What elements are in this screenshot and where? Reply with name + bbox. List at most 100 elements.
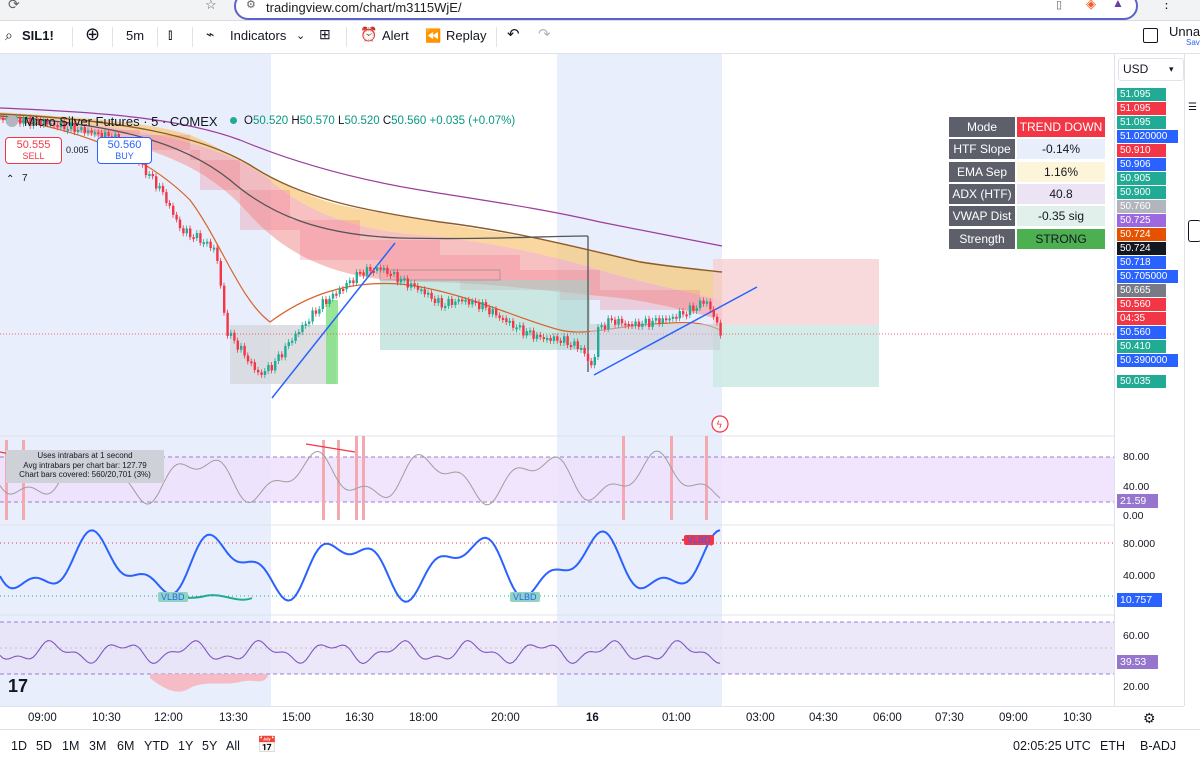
candle-body — [481, 302, 484, 310]
settings-gear-icon[interactable]: ⚙ — [1143, 710, 1156, 726]
menu-icon[interactable]: ⋮ — [1160, 0, 1173, 11]
candle-body — [25, 117, 29, 120]
candle-body — [267, 365, 270, 372]
ind1-tick-0: 0.00 — [1123, 510, 1144, 522]
panel-toggle-icon[interactable] — [1188, 220, 1200, 242]
candle-body — [607, 318, 610, 330]
interval-selector[interactable]: 5m — [126, 28, 145, 43]
event-lightning-icon — [711, 415, 729, 433]
candle-body — [427, 292, 430, 295]
candle-body — [87, 130, 90, 133]
layout-save-icon[interactable] — [1143, 28, 1158, 43]
candle-body — [525, 331, 528, 336]
compare-add-icon[interactable]: ⊕ — [85, 24, 101, 44]
candle-body — [277, 354, 280, 362]
candle-body — [63, 122, 66, 130]
candle-body — [600, 325, 603, 328]
candle-body — [155, 176, 158, 189]
price-scale[interactable]: USD ▾ 51.095 51.095 51.095 51.020000 50.910 5… — [1114, 54, 1185, 706]
clock-time[interactable]: 02:05:25 UTC — [1013, 739, 1091, 753]
buy-button[interactable]: 50.560 BUY — [97, 137, 152, 164]
indicators-button[interactable]: Indicators — [230, 28, 287, 43]
chart-canvas: ϟ — [0, 54, 1114, 706]
candle-body — [331, 293, 335, 299]
site-settings-icon[interactable]: ⚙ — [246, 0, 256, 11]
mode-table-key: EMA Sep — [949, 161, 1015, 182]
replay-button[interactable]: Replay — [446, 28, 487, 43]
alert-button[interactable]: Alert — [382, 28, 409, 43]
ind2-value: 10.757 — [1117, 593, 1162, 607]
session-type[interactable]: ETH — [1100, 739, 1125, 753]
collapse-chevron-icon[interactable]: ⌃ — [6, 174, 15, 185]
candle-body — [216, 247, 219, 261]
range-button-ytd[interactable]: YTD — [144, 739, 169, 753]
candle-body — [161, 185, 165, 193]
symbol-name[interactable]: SIL1! — [22, 28, 54, 43]
candle-body — [423, 289, 426, 295]
candle-body — [93, 132, 97, 135]
legend-h-label: H — [291, 115, 300, 127]
url-text: tradingview.com/chart/m3115WjE/ — [266, 0, 462, 15]
legend-o-label: O — [244, 115, 253, 127]
sell-price: 50.555 — [16, 139, 51, 151]
tradingview-logo-icon[interactable]: 17 — [8, 676, 29, 696]
candle-body — [675, 316, 678, 319]
currency-selector[interactable]: USD ▾ — [1118, 58, 1184, 81]
price-label: 50.390000 — [1117, 354, 1178, 367]
candle-body — [226, 312, 229, 336]
candle-body — [250, 361, 253, 364]
adjustment-mode[interactable]: B-ADJ — [1140, 739, 1177, 753]
layouts-grid-icon[interactable]: ⊞ — [319, 26, 331, 42]
ind1-tick-40: 40.00 — [1123, 481, 1150, 493]
ind3-line — [0, 639, 721, 665]
symbol-search-icon[interactable]: ⌕ — [5, 27, 13, 43]
price-label: 50.900 — [1117, 186, 1166, 199]
mode-table-value: 1.16% — [1017, 161, 1105, 182]
page-info-icon[interactable]: ⟳ — [8, 0, 20, 12]
price-label: 51.095 — [1117, 102, 1166, 115]
candle-body — [70, 123, 73, 130]
candle-body — [420, 289, 423, 292]
range-button-1d[interactable]: 1D — [11, 739, 27, 753]
chevron-down-icon[interactable]: ⌄ — [296, 30, 306, 42]
legend-title[interactable]: Micro Silver Futures · 5 · COMEX — [24, 114, 218, 129]
candle-body — [189, 228, 192, 238]
alert-clock-icon[interactable]: ⏰ — [360, 26, 378, 42]
sell-button[interactable]: 50.555 SELL — [5, 137, 62, 164]
undo-icon[interactable]: ↶ — [507, 26, 520, 43]
range-button-6m[interactable]: 6M — [117, 739, 135, 753]
range-button-all[interactable]: All — [226, 739, 240, 753]
candle-body — [559, 340, 562, 343]
candle-body — [542, 337, 545, 340]
redo-icon[interactable]: ↷ — [538, 26, 551, 43]
price-label: 50.910 — [1117, 144, 1166, 157]
address-bar[interactable]: ⚙ tradingview.com/chart/m3115WjE/ ▯ ◈ ▲ — [234, 0, 1138, 20]
list-icon[interactable]: ☰ — [1188, 102, 1197, 113]
candle-body — [342, 289, 345, 292]
browser-bar: ⟳ ☆ ⚙ tradingview.com/chart/m3115WjE/ ▯ … — [0, 0, 1200, 21]
green-bar-zone — [326, 300, 338, 384]
chart-type-icon[interactable]: ⫾ — [168, 26, 173, 42]
chart-pane[interactable]: ϟ Micro Silver Futures · 5 · COMEX O 50.5… — [0, 54, 1114, 706]
candle-body — [610, 318, 613, 321]
date-range-calendar-icon[interactable]: 📅 — [257, 737, 277, 754]
bookmark-icon[interactable]: ☆ — [205, 0, 217, 12]
ind1-tick-80: 80.00 — [1123, 451, 1150, 463]
candle-body — [355, 272, 358, 284]
range-button-3m[interactable]: 3M — [89, 739, 107, 753]
candle-body — [2, 118, 5, 120]
brave-shield-icon[interactable]: ◈ — [1086, 0, 1096, 11]
price-label: 50.906 — [1117, 158, 1166, 171]
time-axis[interactable]: 09:00 10:30 12:00 13:30 15:00 16:30 18:00 20:00… — [0, 706, 1184, 729]
candle-body — [627, 323, 630, 326]
rewards-icon[interactable]: ▲ — [1112, 0, 1124, 10]
range-button-1y[interactable]: 1Y — [178, 739, 194, 753]
range-button-5y[interactable]: 5Y — [202, 739, 218, 753]
range-button-5d[interactable]: 5D — [36, 739, 52, 753]
tab-icon[interactable]: ▯ — [1056, 0, 1063, 11]
replay-icon[interactable]: ⏪ — [425, 28, 442, 43]
range-button-1m[interactable]: 1M — [62, 739, 80, 753]
candle-body — [291, 340, 294, 343]
indicators-icon[interactable]: ⌁ — [206, 26, 215, 42]
layout-name[interactable]: Unna — [1169, 24, 1200, 39]
